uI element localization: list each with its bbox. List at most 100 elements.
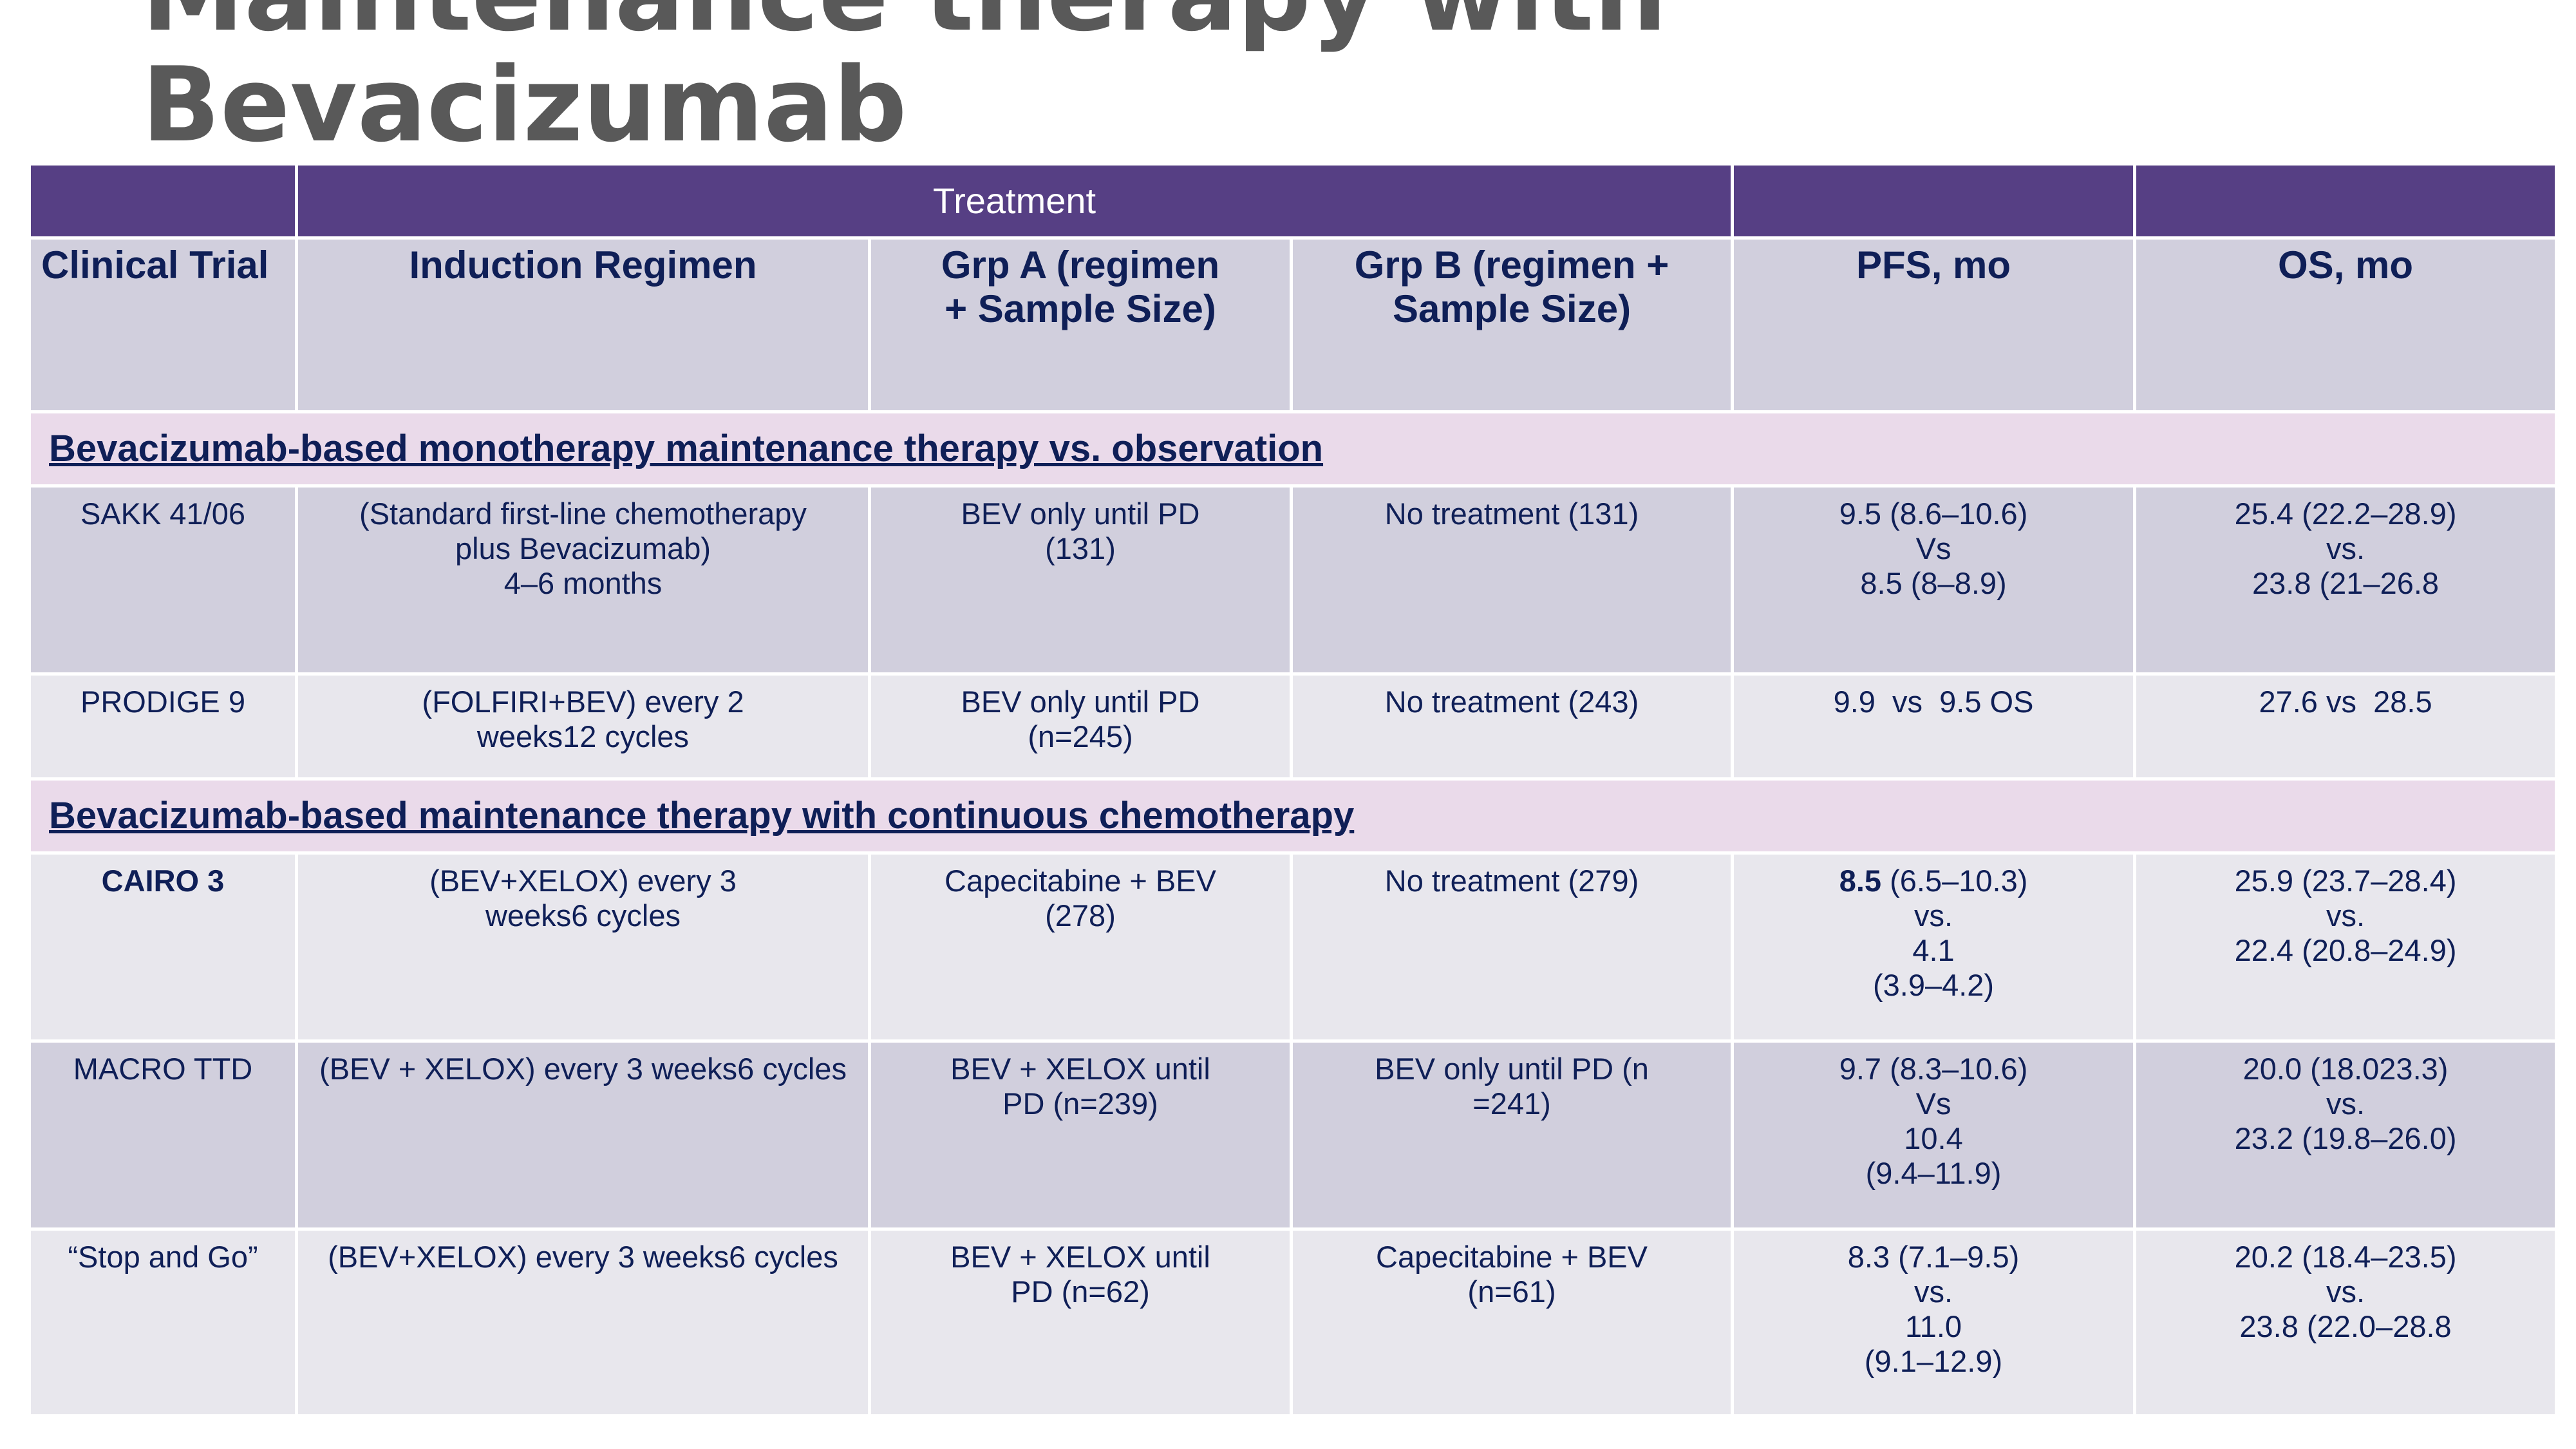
grp-a-cell: Capecitabine + BEV (278)	[868, 851, 1293, 1043]
slide-title-line2: Bevacizumab	[142, 44, 907, 165]
cell-line: vs.	[2326, 898, 2365, 933]
slide-title-line1: Maintenance therapy with	[142, 0, 2395, 50]
cell-line: 4–6 months	[503, 566, 663, 600]
column-header-clinical-trial: Clinical Trial	[28, 236, 298, 413]
trial-name-cell: CAIRO 3	[28, 851, 298, 1043]
trial-name-cell: PRODIGE 9	[28, 672, 298, 781]
column-header-os: OS, mo	[2133, 236, 2559, 413]
cell-line: 9.7 (8.3–10.6)	[1839, 1052, 2028, 1086]
os-cell: 27.6 vs 28.5	[2133, 672, 2559, 781]
cell-line: (9.1–12.9)	[1864, 1344, 2003, 1378]
induction-regimen-cell: (BEV+XELOX) every 3 weeks6 cycles	[295, 1227, 871, 1417]
cell-line: BEV only until PD	[961, 497, 1200, 531]
cell-line: 20.0 (18.023.3)	[2242, 1052, 2449, 1086]
cell-line: Vs	[1915, 531, 1951, 565]
column-header-pfs: PFS, mo	[1731, 236, 2137, 413]
cell-line: vs.	[2326, 1086, 2365, 1121]
cell-line: (9.4–11.9)	[1865, 1156, 2002, 1190]
cell-line: Capecitabine + BEV	[1376, 1240, 1648, 1274]
cell-line: (BEV+XELOX) every 3 weeks6 cycles	[328, 1240, 838, 1274]
cell-line: (FOLFIRI+BEV) every 2	[422, 685, 744, 719]
cell-line: No treatment (131)	[1384, 497, 1639, 531]
pfs-cell: 8.5 (6.5–10.3) vs. 4.1 (3.9–4.2)	[1731, 851, 2137, 1043]
cell-line: weeks6 cycles	[485, 898, 681, 933]
header-group-row: Treatment	[28, 162, 2559, 240]
cell-line: 25.9 (23.7–28.4)	[2234, 864, 2457, 898]
cell-line: PD (n=239)	[1002, 1086, 1158, 1121]
table-row: CAIRO 3 (BEV+XELOX) every 3 weeks6 cycle…	[28, 851, 2559, 1043]
section-header-row: Bevacizumab-based maintenance therapy wi…	[27, 777, 2559, 855]
header-group-empty-cell	[1731, 162, 2137, 240]
os-cell: 20.2 (18.4–23.5) vs. 23.8 (22.0–28.8	[2133, 1227, 2559, 1417]
grp-a-cell: BEV + XELOX until PD (n=62)	[868, 1227, 1293, 1417]
cell-line: BEV + XELOX until	[950, 1052, 1210, 1086]
trial-name-cell: SAKK 41/06	[28, 484, 298, 676]
cell-line: plus Bevacizumab)	[455, 531, 711, 565]
header-group-empty-cell	[2133, 162, 2559, 240]
cell-line: 8.5 (8–8.9)	[1860, 566, 2007, 600]
grp-b-cell: No treatment (279)	[1289, 851, 1735, 1043]
cell-line: 20.2 (18.4–23.5)	[2234, 1240, 2457, 1274]
cell-line: PD (n=62)	[1011, 1274, 1150, 1309]
cell-line: 23.2 (19.8–26.0)	[2234, 1121, 2457, 1155]
grp-b-cell: No treatment (131)	[1289, 484, 1735, 676]
cell-line: (BEV + XELOX) every 3 weeks6 cycles	[319, 1052, 847, 1086]
trial-name-cell: “Stop and Go”	[28, 1227, 298, 1417]
cell-line: (BEV+XELOX) every 3	[429, 864, 737, 898]
cell-line: =241)	[1472, 1086, 1551, 1121]
induction-regimen-cell: (FOLFIRI+BEV) every 2 weeks12 cycles	[295, 672, 871, 781]
induction-regimen-cell: (BEV+XELOX) every 3 weeks6 cycles	[295, 851, 871, 1043]
cell-line: 25.4 (22.2–28.9)	[2234, 497, 2457, 531]
grp-b-cell: Capecitabine + BEV (n=61)	[1289, 1227, 1735, 1417]
cell-line: 23.8 (21–26.8	[2252, 566, 2440, 600]
induction-regimen-cell: (BEV + XELOX) every 3 weeks6 cycles	[295, 1039, 871, 1231]
grp-b-cell: No treatment (243)	[1289, 672, 1735, 781]
pfs-range: (6.5–10.3)	[1881, 864, 2028, 898]
cell-line: BEV only until PD (n	[1375, 1052, 1649, 1086]
grp-a-cell: BEV only until PD (n=245)	[868, 672, 1293, 781]
cell-line: 11.0	[1905, 1309, 1962, 1343]
cell-line: (131)	[1045, 531, 1116, 565]
os-cell: 20.0 (18.023.3) vs. 23.2 (19.8–26.0)	[2133, 1039, 2559, 1231]
header-group-empty-cell	[28, 162, 298, 240]
cell-line: Capecitabine + BEV	[945, 864, 1216, 898]
os-cell: 25.4 (22.2–28.9) vs. 23.8 (21–26.8	[2133, 484, 2559, 676]
cell-line: Vs	[1915, 1086, 1951, 1121]
cell-line: (278)	[1045, 898, 1116, 933]
induction-regimen-cell: (Standard first-line chemotherapy plus B…	[295, 484, 871, 676]
table-row: “Stop and Go” (BEV+XELOX) every 3 weeks6…	[28, 1227, 2559, 1417]
cell-line: weeks12 cycles	[476, 719, 690, 753]
slide-title: Maintenance therapy with Bevacizumab	[142, 0, 2395, 160]
os-cell: 25.9 (23.7–28.4) vs. 22.4 (20.8–24.9)	[2133, 851, 2559, 1043]
cell-line: No treatment (279)	[1384, 864, 1639, 898]
cell-line: BEV + XELOX until	[950, 1240, 1210, 1274]
cell-line: 10.4	[1904, 1121, 1963, 1155]
cell-line: vs.	[1914, 898, 1953, 933]
section-header-row: Bevacizumab-based monotherapy maintenanc…	[27, 410, 2559, 488]
cell-line: 9.9 vs 9.5 OS	[1833, 685, 2034, 719]
trials-table: Treatment Clinical Trial Induction Regim…	[27, 162, 2559, 1417]
cell-line: (n=61)	[1467, 1274, 1556, 1309]
cell-line: 22.4 (20.8–24.9)	[2234, 933, 2457, 967]
cell-line: (Standard first-line chemotherapy	[359, 497, 807, 531]
cell-line: 9.5 (8.6–10.6)	[1839, 497, 2028, 531]
trial-name-cell: MACRO TTD	[28, 1039, 298, 1231]
pfs-highlight-value: 8.5	[1839, 864, 1882, 898]
pfs-cell: 9.5 (8.6–10.6) Vs 8.5 (8–8.9)	[1731, 484, 2137, 676]
header-group-treatment: Treatment	[294, 162, 1735, 240]
section-title: Bevacizumab-based monotherapy maintenanc…	[27, 410, 2559, 488]
column-header-grp-a: Grp A (regimen + Sample Size)	[868, 236, 1293, 413]
cell-line: 27.6 vs 28.5	[2259, 685, 2432, 719]
table-row: SAKK 41/06 (Standard first-line chemothe…	[28, 484, 2559, 676]
cell-line: 23.8 (22.0–28.8	[2239, 1309, 2452, 1343]
column-header-induction-regimen: Induction Regimen	[295, 236, 871, 413]
cell-line: BEV only until PD	[961, 685, 1200, 719]
table-row: MACRO TTD (BEV + XELOX) every 3 weeks6 c…	[28, 1039, 2559, 1231]
cell-line: 4.1	[1912, 933, 1955, 967]
column-header-row: Clinical Trial Induction Regimen Grp A (…	[28, 236, 2559, 413]
cell-line: (n=245)	[1028, 719, 1133, 753]
cell-line: vs.	[2326, 1274, 2365, 1309]
column-header-grp-b: Grp B (regimen + Sample Size)	[1289, 236, 1735, 413]
grp-a-cell: BEV + XELOX until PD (n=239)	[868, 1039, 1293, 1231]
cell-line: 8.3 (7.1–9.5)	[1847, 1240, 2020, 1274]
